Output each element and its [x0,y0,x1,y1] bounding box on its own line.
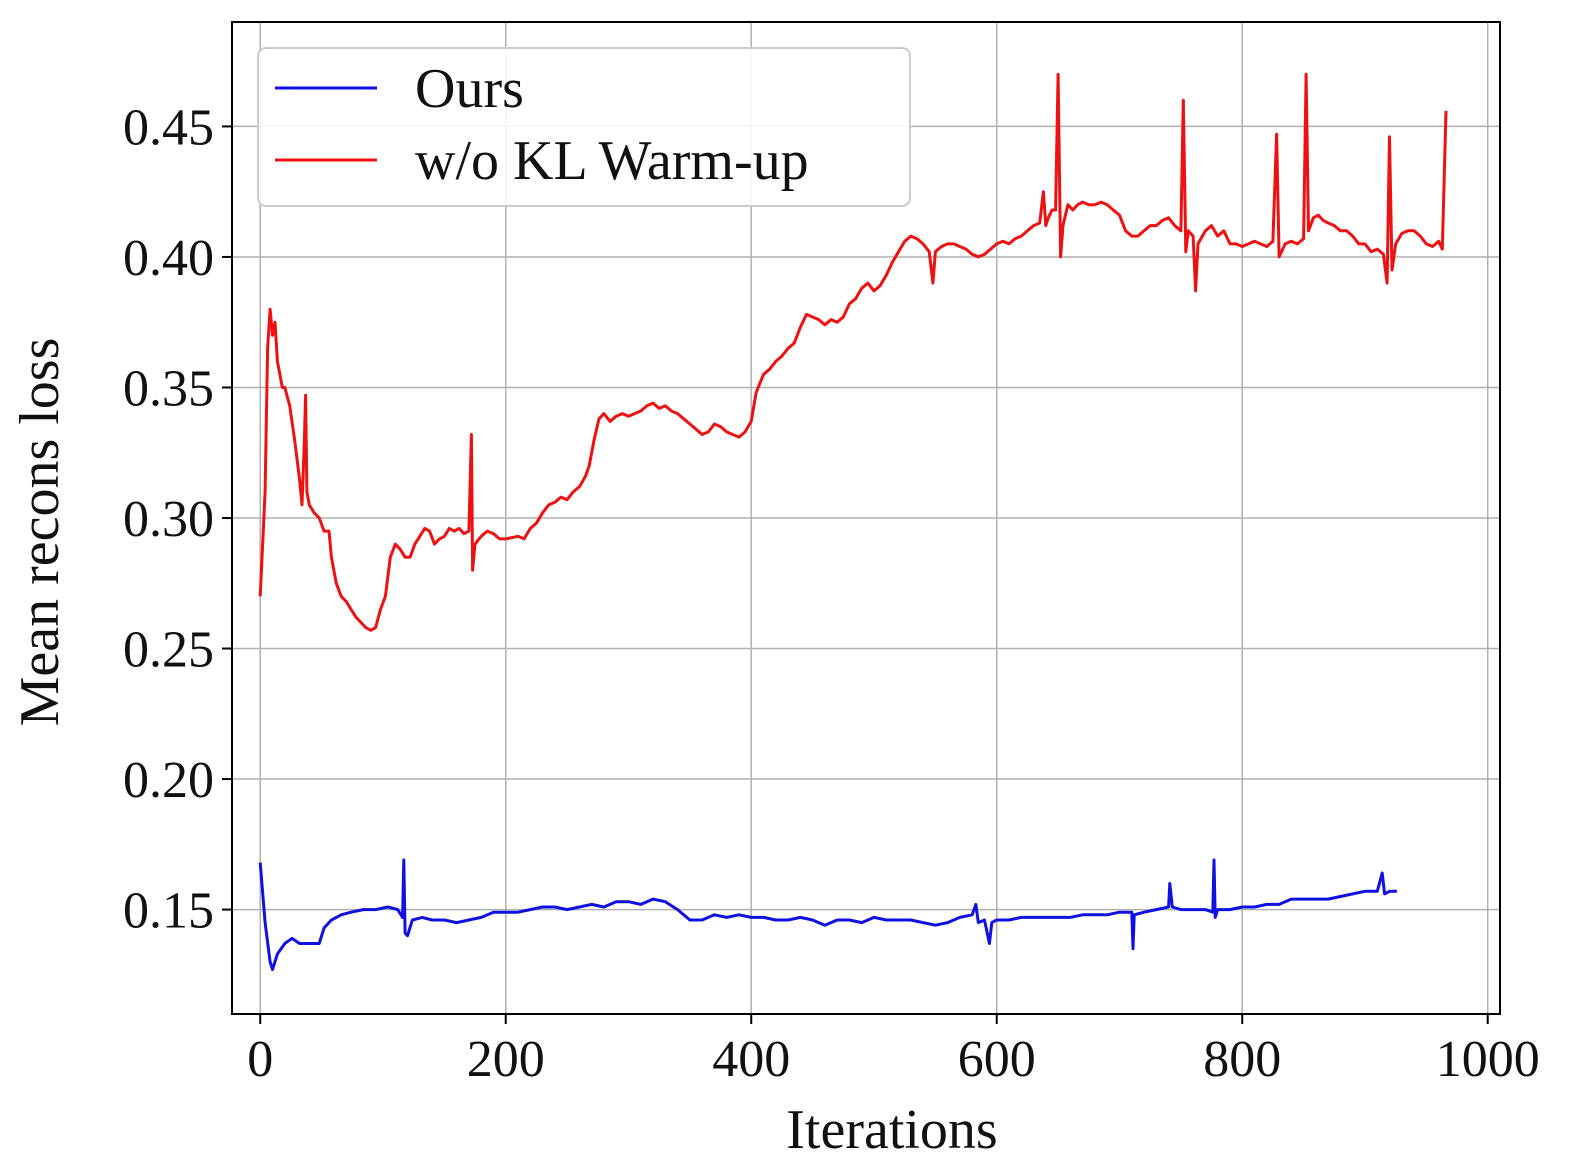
x-tick-label: 800 [1203,1031,1281,1088]
y-axis-label: Mean recons loss [9,338,71,727]
x-tick-label: 1000 [1436,1031,1540,1088]
series-line-w-o-kl-warm-up [258,72,1448,632]
x-tick-label: 600 [958,1031,1036,1088]
x-tick-label: 0 [247,1031,273,1088]
x-axis-label: Iterations [786,1099,997,1161]
y-tick-label: 0.40 [123,230,214,287]
x-tick-label: 400 [712,1031,790,1088]
legend-label-wo-kl-warmup: w/o KL Warm-up [415,130,809,192]
y-tick-label: 0.20 [123,752,214,809]
x-tick-label: 200 [467,1031,545,1088]
y-tick-label: 0.25 [123,622,214,679]
y-tick-label: 0.15 [123,883,214,940]
axis-ticks: 0 200 400 600 800 1000 0.15 0.20 0.25 0.30 0.35 0.4… [123,99,1540,1088]
y-tick-label: 0.45 [123,99,214,156]
legend-box [257,47,911,207]
y-tick-label: 0.30 [123,491,214,548]
y-tick-label: 0.35 [123,360,214,417]
series-line-ours [258,858,1397,972]
legend-label-ours: Ours [415,58,524,120]
series-layer [258,72,1448,972]
legend: Ours w/o KL Warm-up [257,47,911,207]
